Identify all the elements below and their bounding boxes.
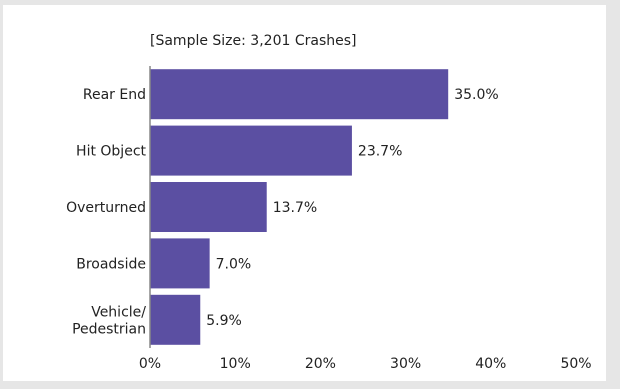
- x-tick-label: 40%: [475, 356, 506, 372]
- bar: [150, 238, 210, 289]
- bar: [150, 294, 201, 345]
- data-label: 23.7%: [358, 144, 402, 160]
- bar: [150, 182, 267, 232]
- chart-subtitle: [Sample Size: 3,201 Crashes]: [150, 33, 357, 49]
- category-label: Pedestrian: [72, 321, 146, 337]
- bar: [150, 125, 352, 176]
- category-label: Vehicle/: [91, 304, 146, 320]
- category-label: Overturned: [66, 200, 146, 216]
- data-label: 7.0%: [216, 256, 252, 272]
- x-tick-label: 30%: [390, 356, 421, 372]
- category-label: Hit Object: [76, 144, 146, 160]
- bar: [150, 69, 449, 120]
- data-label: 5.9%: [206, 313, 242, 329]
- x-tick-label: 10%: [220, 356, 251, 372]
- category-label: Broadside: [76, 256, 146, 272]
- chart-frame: [3, 5, 606, 381]
- data-label: 13.7%: [273, 200, 317, 216]
- category-label: Rear End: [83, 87, 146, 103]
- x-tick-label: 20%: [305, 356, 336, 372]
- data-label: 35.0%: [454, 87, 498, 103]
- x-tick-label: 0%: [139, 356, 161, 372]
- x-tick-label: 50%: [560, 356, 591, 372]
